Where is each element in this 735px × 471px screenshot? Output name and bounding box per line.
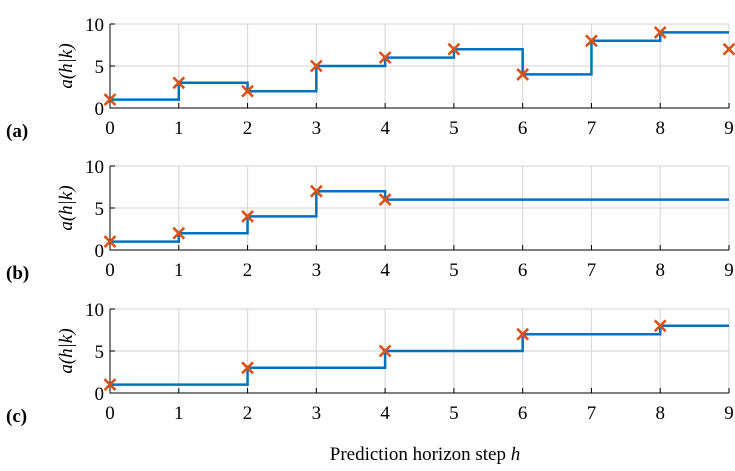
data-marker xyxy=(103,235,117,249)
x-tick-label: 2 xyxy=(243,260,253,281)
x-axis-label-text: Prediction horizon step xyxy=(330,444,506,465)
data-marker-stroke xyxy=(103,235,117,249)
x-tick-label: 0 xyxy=(105,260,115,281)
x-tick-label: 8 xyxy=(655,118,665,139)
x-tick-label: 4 xyxy=(380,403,390,424)
data-marker xyxy=(516,67,530,81)
data-marker xyxy=(516,327,530,341)
x-tick-label: 0 xyxy=(105,403,115,424)
data-marker xyxy=(103,93,117,107)
step-series xyxy=(110,324,729,386)
data-marker-stroke xyxy=(378,193,392,207)
panel-label: (c) xyxy=(6,406,27,427)
x-tick-label: 7 xyxy=(587,260,597,281)
x-tick-label: 7 xyxy=(587,118,597,139)
data-marker xyxy=(172,76,186,90)
data-marker xyxy=(309,184,323,198)
x-tick-label: 5 xyxy=(449,260,459,281)
data-marker-stroke xyxy=(378,344,392,358)
x-tick-label: 1 xyxy=(174,403,184,424)
y-axis-label: a(h|k) xyxy=(56,328,77,373)
step-series xyxy=(110,189,729,243)
data-marker xyxy=(378,193,392,207)
y-tick-label: 0 xyxy=(95,99,105,120)
x-tick-label: 5 xyxy=(449,118,459,139)
x-tick-label: 8 xyxy=(655,403,665,424)
y-tick-label: 5 xyxy=(95,199,105,220)
y-tick-label: 10 xyxy=(85,15,104,36)
data-marker xyxy=(585,34,598,48)
data-marker-stroke xyxy=(241,209,254,223)
data-marker-stroke xyxy=(309,59,323,73)
x-tick-label: 6 xyxy=(518,118,528,139)
x-tick-label: 3 xyxy=(312,260,322,281)
data-marker-stroke xyxy=(722,42,735,56)
x-tick-label: 9 xyxy=(724,403,734,424)
y-tick-label: 10 xyxy=(85,300,104,321)
x-tick-label: 2 xyxy=(243,118,253,139)
data-marker-stroke xyxy=(309,184,323,198)
data-marker xyxy=(653,319,667,333)
panel-0: 0 1 2 3 4 5 6 7 8 9 0 5 10 a(h|k) (a) xyxy=(6,15,735,142)
y-tick-label: 0 xyxy=(95,384,105,405)
data-marker-stroke xyxy=(103,93,117,107)
y-tick-label: 5 xyxy=(95,57,105,78)
data-marker xyxy=(722,42,735,56)
y-axis-label: a(h|k) xyxy=(56,43,77,88)
data-marker-stroke xyxy=(103,378,117,392)
data-marker xyxy=(241,84,254,98)
x-tick-label: 9 xyxy=(724,118,734,139)
x-tick-label: 0 xyxy=(105,118,115,139)
data-marker-stroke xyxy=(585,34,598,48)
data-marker-stroke xyxy=(516,67,530,81)
x-tick-label: 3 xyxy=(312,118,322,139)
x-tick-label: 9 xyxy=(724,260,734,281)
data-marker xyxy=(378,51,392,65)
x-tick-label: 6 xyxy=(518,260,528,281)
step-series xyxy=(110,31,729,101)
x-tick-label: 4 xyxy=(380,118,390,139)
data-marker xyxy=(309,59,323,73)
x-tick-label: 1 xyxy=(174,260,184,281)
x-tick-label: 6 xyxy=(518,403,528,424)
data-marker xyxy=(241,209,254,223)
data-marker-stroke xyxy=(516,327,530,341)
y-tick-label: 5 xyxy=(95,342,105,363)
x-tick-label: 3 xyxy=(312,403,322,424)
data-marker xyxy=(172,226,186,240)
data-marker-stroke xyxy=(172,226,186,240)
x-tick-label: 8 xyxy=(655,260,665,281)
x-axis-label: Prediction horizon step h xyxy=(330,444,521,465)
data-marker xyxy=(103,378,117,392)
x-tick-label: 1 xyxy=(174,118,184,139)
data-marker xyxy=(447,42,461,56)
data-marker xyxy=(241,361,254,375)
data-marker xyxy=(653,25,667,39)
panel-2: 0 1 2 3 4 5 6 7 8 9 0 5 10 a(h|k) (c) xyxy=(6,300,734,427)
data-marker-stroke xyxy=(653,25,667,39)
data-marker-stroke xyxy=(653,319,667,333)
y-tick-label: 0 xyxy=(95,241,105,262)
panel-label: (b) xyxy=(6,263,29,284)
y-axis-label: a(h|k) xyxy=(56,185,77,230)
data-marker-stroke xyxy=(172,76,186,90)
y-tick-label: 10 xyxy=(85,157,104,178)
x-axis-label-variable: h xyxy=(511,444,521,465)
data-marker xyxy=(378,344,392,358)
x-tick-label: 4 xyxy=(380,260,390,281)
panel-1: 0 1 2 3 4 5 6 7 8 9 0 5 10 a(h|k) (b) xyxy=(6,157,734,284)
data-marker-stroke xyxy=(447,42,461,56)
x-tick-label: 5 xyxy=(449,403,459,424)
data-marker-stroke xyxy=(241,84,254,98)
data-marker-stroke xyxy=(241,361,254,375)
panel-label: (a) xyxy=(6,121,28,142)
x-tick-label: 2 xyxy=(243,403,253,424)
x-tick-label: 7 xyxy=(587,403,597,424)
data-marker-stroke xyxy=(378,51,392,65)
